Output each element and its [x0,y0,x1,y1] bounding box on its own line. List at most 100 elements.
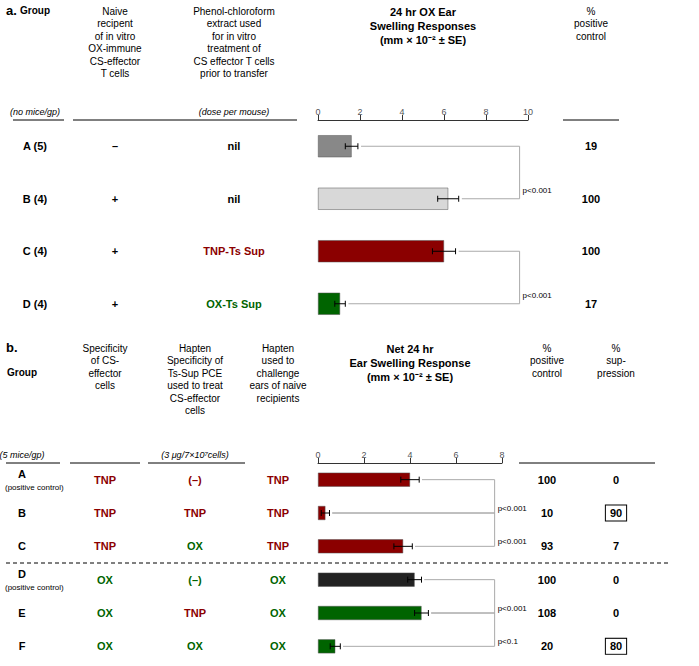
svg-text:4: 4 [399,107,404,117]
svg-text:(positive control): (positive control) [5,483,64,492]
svg-text:recipent: recipent [97,18,133,29]
svg-text:extract used: extract used [207,18,261,29]
svg-text:0: 0 [613,607,619,619]
svg-text:19: 19 [585,140,597,152]
svg-text:pression: pression [597,368,635,379]
svg-text:p<0.001: p<0.001 [498,504,528,513]
svg-text:0: 0 [613,574,619,586]
svg-text:OX: OX [97,574,114,586]
svg-text:recipients: recipients [257,393,300,404]
svg-text:OX: OX [270,607,287,619]
svg-text:93: 93 [541,540,553,552]
svg-text:20: 20 [541,640,553,652]
svg-text:(3 μg/7×10⁷cells): (3 μg/7×10⁷cells) [161,450,229,460]
svg-text:prior to transfer: prior to transfer [200,68,268,79]
svg-text:p<0.001: p<0.001 [498,537,528,546]
svg-text:Group: Group [20,5,50,16]
svg-text:nil: nil [228,193,241,205]
svg-text:sup-: sup- [606,355,625,366]
svg-text:17: 17 [585,298,597,310]
svg-text:Naive: Naive [102,6,128,17]
svg-text:B (4): B (4) [23,193,48,205]
svg-text:CS effector T cells: CS effector T cells [193,56,274,67]
svg-text:Specificity: Specificity [82,343,127,354]
svg-text:OX: OX [97,607,114,619]
svg-text:b.: b. [6,340,18,355]
svg-text:(positive control): (positive control) [5,583,64,592]
svg-text:TNP: TNP [184,607,206,619]
svg-text:Specificity of: Specificity of [167,355,223,366]
svg-text:Group: Group [7,367,37,378]
svg-text:Ts-Sup PCE: Ts-Sup PCE [168,368,223,379]
svg-text:TNP: TNP [267,540,289,552]
svg-text:(–): (–) [188,574,202,586]
svg-text:–: – [112,140,118,152]
svg-text:OX: OX [187,640,204,652]
svg-text:for in vitro: for in vitro [212,31,256,42]
svg-text:used to: used to [262,355,295,366]
svg-text:24 hr OX Ear: 24 hr OX Ear [390,6,457,18]
svg-text:(dose per mouse): (dose per mouse) [199,107,270,117]
svg-text:used to treat: used to treat [167,380,223,391]
svg-text:ears of naive: ears of naive [249,380,307,391]
svg-text:(no mice/gp): (no mice/gp) [10,107,60,117]
svg-text:A: A [18,468,26,480]
svg-text:80: 80 [610,640,622,652]
svg-text:%: % [612,343,621,354]
svg-text:0: 0 [613,474,619,486]
svg-text:Net 24 hr: Net 24 hr [386,343,434,355]
svg-text:of in vitro: of in vitro [95,31,136,42]
svg-text:TNP: TNP [94,507,116,519]
svg-text:100: 100 [582,245,600,257]
svg-text:OX: OX [270,574,287,586]
svg-text:a.: a. [6,3,17,18]
svg-text:Swelling Responses: Swelling Responses [370,20,476,32]
svg-text:100: 100 [538,574,556,586]
svg-text:TNP: TNP [267,474,289,486]
svg-text:(mm × 10⁻² ± SE): (mm × 10⁻² ± SE) [380,34,466,46]
svg-text:100: 100 [582,193,600,205]
svg-text:6: 6 [453,450,458,460]
svg-text:8: 8 [483,107,488,117]
svg-text:treatment of: treatment of [207,43,261,54]
svg-text:CS-effector: CS-effector [90,56,141,67]
svg-text:+: + [112,245,118,257]
svg-text:OX-Ts Sup: OX-Ts Sup [206,298,262,310]
svg-text:OX: OX [187,540,204,552]
svg-text:TNP-Ts Sup: TNP-Ts Sup [203,245,265,257]
svg-text:B: B [18,507,26,519]
svg-text:T cells: T cells [101,68,130,79]
svg-text:C (4): C (4) [23,245,48,257]
svg-text:Hapten: Hapten [262,343,294,354]
svg-text:0: 0 [315,450,320,460]
svg-text:4: 4 [407,450,412,460]
svg-text:p<0.001: p<0.001 [523,291,553,300]
svg-text:10: 10 [541,507,553,519]
svg-text:2: 2 [357,107,362,117]
svg-text:E: E [18,607,25,619]
svg-text:100: 100 [538,474,556,486]
svg-text:F: F [19,640,26,652]
svg-text:+: + [112,193,118,205]
svg-text:CS-effector: CS-effector [170,393,221,404]
svg-text:TNP: TNP [94,540,116,552]
svg-text:+: + [112,298,118,310]
svg-text:OX: OX [270,640,287,652]
svg-text:Ear Swelling Response: Ear Swelling Response [349,357,470,369]
svg-text:D: D [18,568,26,580]
svg-text:effector: effector [88,368,122,379]
svg-text:positive: positive [530,355,564,366]
svg-text:2: 2 [361,450,366,460]
svg-text:control: control [576,31,606,42]
svg-text:p<0.001: p<0.001 [523,186,553,195]
svg-text:0: 0 [315,107,320,117]
svg-text:Hapten: Hapten [179,343,211,354]
svg-text:TNP: TNP [184,507,206,519]
svg-text:p<0.001: p<0.001 [498,604,528,613]
svg-text:6: 6 [441,107,446,117]
svg-text:OX: OX [97,640,114,652]
svg-text:D (4): D (4) [23,298,48,310]
svg-text:A (5): A (5) [23,140,47,152]
svg-text:8: 8 [499,450,504,460]
svg-text:(–): (–) [188,474,202,486]
